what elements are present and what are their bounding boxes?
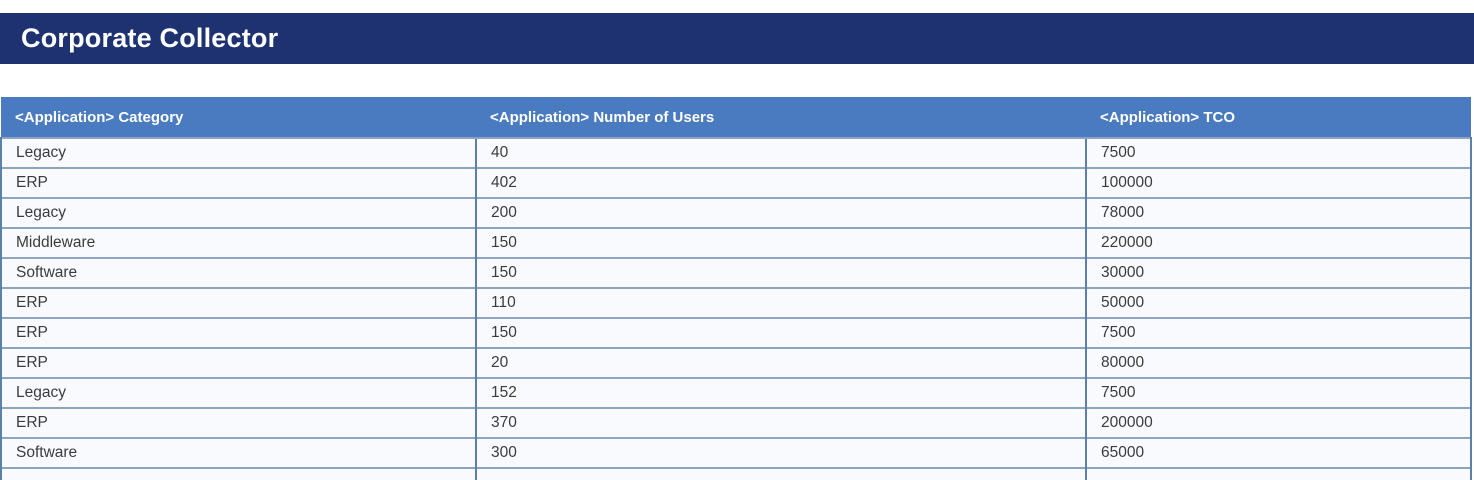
cell-number-of-users: 370: [475, 407, 1086, 438]
cell-number-of-users: 200: [475, 197, 1086, 228]
cell-tco: 80000: [1085, 347, 1472, 378]
table-row: ERP 402 100000: [0, 167, 1472, 198]
app-title-bar: Corporate Collector: [0, 13, 1474, 64]
table-body: Legacy 40 7500 ERP 402 100000 Legacy 200 78000 Mi…: [0, 137, 1472, 480]
cell-tco: 50000: [1085, 287, 1472, 318]
cell-number-of-users: 150: [475, 317, 1086, 348]
cell-number-of-users: 40: [475, 137, 1086, 168]
table-row: Middleware 150 220000: [0, 227, 1472, 258]
cell-tco: [1085, 467, 1472, 480]
table-row: ERP 150 7500: [0, 317, 1472, 348]
applications-table: <Application> Category <Application> Num…: [0, 97, 1472, 480]
cell-tco: 7500: [1085, 377, 1472, 408]
table-row: Software 150 30000: [0, 257, 1472, 288]
cell-number-of-users: 110: [475, 287, 1086, 318]
cell-number-of-users: 150: [475, 257, 1086, 288]
table-row: Software 300 65000: [0, 437, 1472, 468]
cell-category: Middleware: [0, 227, 476, 258]
cell-category: Software: [0, 437, 476, 468]
column-header-category: <Application> Category: [1, 97, 476, 138]
table-row: Legacy 200 78000: [0, 197, 1472, 228]
cell-category: [0, 467, 476, 480]
cell-tco: 30000: [1085, 257, 1472, 288]
cell-number-of-users: 300: [475, 437, 1086, 468]
table-header-row: <Application> Category <Application> Num…: [1, 97, 1471, 138]
cell-category: ERP: [0, 347, 476, 378]
table-row: Legacy 40 7500: [0, 137, 1472, 168]
cell-category: ERP: [0, 407, 476, 438]
cell-tco: 100000: [1085, 167, 1472, 198]
cell-category: Software: [0, 257, 476, 288]
cell-tco: 65000: [1085, 437, 1472, 468]
cell-number-of-users: 150: [475, 227, 1086, 258]
column-header-number-of-users: <Application> Number of Users: [476, 97, 1086, 138]
cell-tco: 7500: [1085, 137, 1472, 168]
cell-tco: 78000: [1085, 197, 1472, 228]
cell-number-of-users: 402: [475, 167, 1086, 198]
cell-number-of-users: 20: [475, 347, 1086, 378]
table-row: [0, 467, 1472, 480]
table-row: ERP 370 200000: [0, 407, 1472, 438]
cell-category: ERP: [0, 167, 476, 198]
cell-number-of-users: 152: [475, 377, 1086, 408]
table-row: ERP 110 50000: [0, 287, 1472, 318]
column-header-tco: <Application> TCO: [1086, 97, 1471, 138]
cell-category: Legacy: [0, 197, 476, 228]
table-row: Legacy 152 7500: [0, 377, 1472, 408]
cell-category: Legacy: [0, 137, 476, 168]
cell-tco: 200000: [1085, 407, 1472, 438]
cell-category: Legacy: [0, 377, 476, 408]
page-title: Corporate Collector: [21, 23, 279, 53]
cell-tco: 7500: [1085, 317, 1472, 348]
cell-number-of-users: [475, 467, 1086, 480]
cell-category: ERP: [0, 287, 476, 318]
cell-tco: 220000: [1085, 227, 1472, 258]
table-row: ERP 20 80000: [0, 347, 1472, 378]
cell-category: ERP: [0, 317, 476, 348]
